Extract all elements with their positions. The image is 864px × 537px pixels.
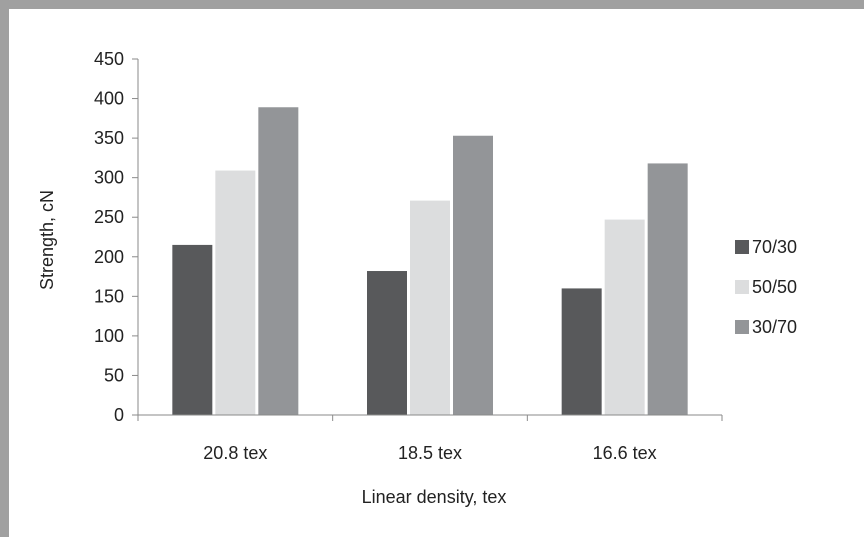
- x-axis: 20.8 tex 18.5 tex 16.6 tex: [137, 414, 723, 463]
- y-tick-label: 0: [114, 405, 124, 425]
- legend-swatch: [735, 320, 749, 334]
- bar: [561, 288, 602, 415]
- bar: [604, 219, 645, 415]
- y-tick-label: 400: [94, 89, 124, 109]
- frame-top-border: [0, 0, 864, 9]
- bar: [647, 163, 688, 415]
- x-tick-label: 16.6 tex: [593, 443, 657, 463]
- y-tick-label: 50: [104, 365, 124, 385]
- legend-label: 30/70: [752, 317, 797, 337]
- y-tick-label: 350: [94, 128, 124, 148]
- y-axis-label: Strength, cN: [37, 190, 57, 290]
- x-tick-label: 18.5 tex: [398, 443, 462, 463]
- y-tick-label: 300: [94, 168, 124, 188]
- x-axis-label: Linear density, tex: [362, 487, 507, 507]
- y-tick-label: 250: [94, 207, 124, 227]
- frame-left-border: [0, 0, 9, 537]
- bar: [172, 244, 213, 415]
- bar: [258, 107, 299, 415]
- y-tick-label: 450: [94, 49, 124, 69]
- legend-swatch: [735, 280, 749, 294]
- y-axis: 0 50 100 150 200 250 300 350 400 450: [94, 49, 139, 425]
- y-tick-label: 150: [94, 286, 124, 306]
- plot-area: [172, 107, 688, 415]
- bar: [367, 271, 407, 415]
- x-tick-label: 20.8 tex: [203, 443, 267, 463]
- y-tick-label: 100: [94, 326, 124, 346]
- legend-label: 50/50: [752, 277, 797, 297]
- legend-swatch: [735, 240, 749, 254]
- legend-label: 70/30: [752, 237, 797, 257]
- legend: 70/30 50/50 30/70: [735, 237, 797, 337]
- bar: [215, 170, 256, 415]
- bar: [410, 200, 450, 415]
- bar: [453, 135, 493, 415]
- y-tick-label: 200: [94, 247, 124, 267]
